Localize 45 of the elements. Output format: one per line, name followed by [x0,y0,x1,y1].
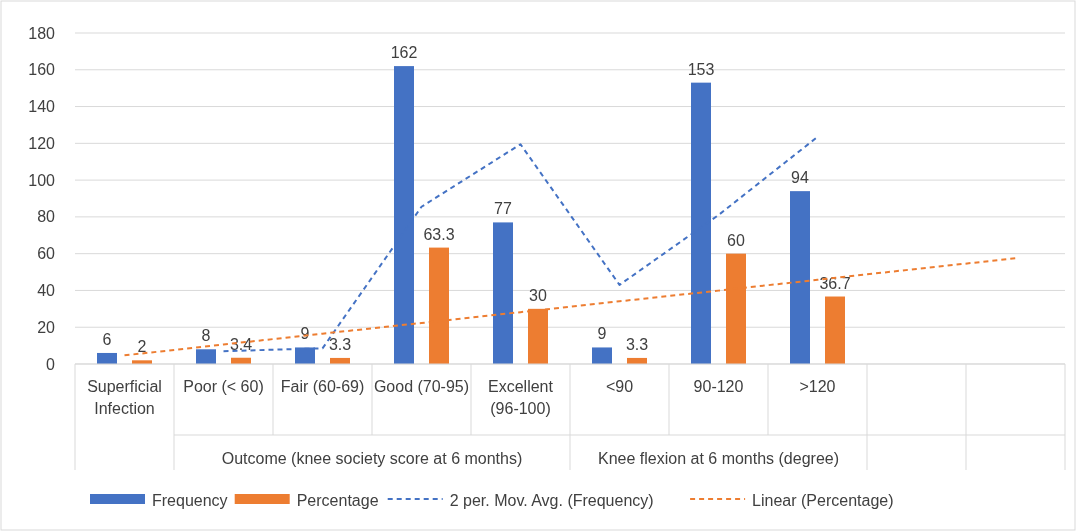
bar [825,296,845,364]
data-label: 3.3 [625,335,649,353]
y-tick-label: 160 [28,61,56,79]
data-label: 77 [494,200,512,218]
text: Outcome (knee society score at 6 months) [221,450,523,467]
data-label: 162 [390,44,418,62]
legend-label: Linear (Percentage) [752,491,894,509]
x-tick-label: Good (70-95) [373,378,470,395]
x-tick-label: Poor (< 60) [183,378,264,395]
y-tick-label: 40 [37,282,56,300]
y-tick-label: 20 [37,318,56,336]
y-tick-label: 180 [28,24,56,42]
data-label: 60 [727,231,745,249]
bar [97,352,117,364]
data-label: 36.7 [819,274,851,292]
bar [196,349,216,364]
data-label: 94 [791,169,809,187]
bar [790,191,810,364]
data-label: 63.3 [423,225,455,243]
data-label: 3.4 [229,335,253,353]
data-label: 6 [102,330,112,348]
x-tick-label: <90 [605,378,634,395]
y-tick-label: 120 [28,134,56,152]
data-label: 8 [201,327,211,345]
y-tick-label: 80 [37,208,56,226]
x-tick-label: >120 [799,378,836,395]
x-tick-label: Excellent (96-100) [488,378,554,417]
legend-label: Frequency [152,491,228,509]
y-tick-label: 100 [28,171,56,189]
data-label: 9 [597,325,607,343]
data-label: 2 [137,338,147,356]
legend-label: Percentage [296,491,379,509]
y-tick-label: 0 [46,355,56,373]
data-label: 3.3 [328,335,352,353]
y-tick-label: 60 [37,245,56,263]
y-tick-label: 140 [28,98,56,116]
bar [592,347,612,364]
data-label: 30 [529,286,547,304]
legend-label: 2 per. Mov. Avg. (Frequency) [449,491,654,509]
x-tick-label: 90-120 [693,378,744,395]
x-tick-label: Superficial Infection [87,378,162,417]
x-tick-label: Fair (60-69) [280,378,365,395]
data-label: 153 [687,60,715,78]
text: Knee flexion at 6 months (degree) [597,450,840,467]
bar [493,222,513,364]
